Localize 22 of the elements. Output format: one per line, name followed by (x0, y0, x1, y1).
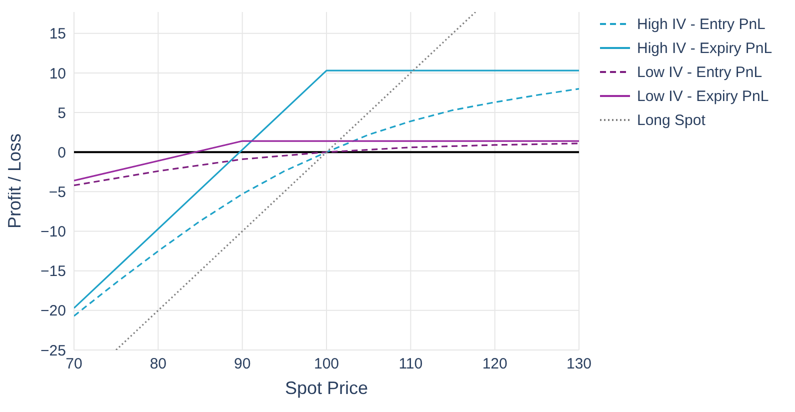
legend-label: Low IV - Entry PnL (637, 64, 762, 80)
x-tick-label: 120 (482, 356, 508, 373)
legend-label: Long Spot (637, 112, 706, 128)
legend-label: High IV - Entry PnL (637, 16, 766, 32)
y-tick-label: 15 (49, 26, 66, 43)
y-tick-label: 0 (58, 144, 66, 162)
x-tick-label: 110 (398, 356, 423, 373)
legend-label: Low IV - Expiry PnL (637, 88, 769, 104)
x-tick-label: 80 (150, 356, 167, 373)
y-tick-label: 10 (49, 65, 66, 82)
legend-label: High IV - Expiry PnL (637, 40, 772, 56)
y-tick-label: −15 (40, 263, 66, 280)
y-tick-label: −25 (40, 342, 66, 360)
y-tick-label: −5 (48, 184, 66, 202)
y-tick-label: −10 (40, 224, 66, 241)
y-tick-label: 5 (58, 104, 66, 122)
x-axis-title: Spot Price (284, 378, 368, 398)
x-tick-label: 90 (234, 356, 251, 373)
x-tick-label: 70 (66, 356, 82, 373)
x-tick-label: 100 (314, 356, 340, 373)
y-tick-label: −20 (40, 302, 66, 320)
x-tick-label: 130 (566, 356, 592, 373)
